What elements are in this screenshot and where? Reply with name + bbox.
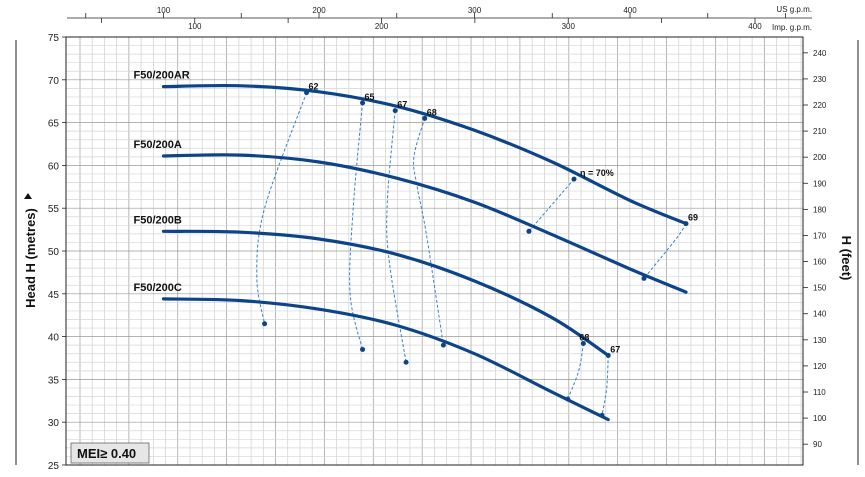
- curve-f50-200b: [161, 229, 610, 357]
- right-tick-label: 90: [813, 440, 822, 449]
- left-tick-label: 75: [48, 33, 60, 44]
- efficiency-contour-1: [349, 102, 363, 350]
- right-tick-label: 200: [813, 153, 827, 162]
- y-axis-title-left: Head H (metres): [23, 208, 38, 308]
- efficiency-label: 62: [309, 82, 319, 92]
- us-gpm-tick-label: 100: [157, 6, 171, 15]
- contour-point: [360, 346, 366, 352]
- right-tick-label: 220: [813, 101, 827, 110]
- curve-f50-200c: [161, 297, 610, 422]
- imp-gpm-tick-label: 200: [375, 22, 389, 31]
- right-tick-label: 160: [813, 258, 827, 267]
- efficiency-label: 68: [579, 332, 589, 342]
- curve-label: F50/200C: [134, 282, 182, 294]
- efficiency-label: 67: [397, 100, 407, 110]
- efficiency-label: η = 70%: [580, 168, 614, 178]
- right-tick-label: 170: [813, 231, 827, 240]
- efficiency-label: 67: [610, 344, 620, 354]
- efficiency-contour-0: [256, 92, 308, 324]
- left-tick-label: 45: [48, 290, 60, 301]
- mei-badge-label: MEI≥ 0.40: [77, 446, 136, 461]
- us-gpm-unit: US g.p.m.: [776, 5, 812, 14]
- left-tick-label: 65: [48, 119, 60, 130]
- imp-gpm-tick-label: 100: [188, 22, 202, 31]
- contour-point: [526, 228, 532, 234]
- imp-gpm-tick-label: 300: [562, 22, 576, 31]
- contour-point: [403, 359, 409, 365]
- arrow-icon: [24, 193, 32, 199]
- left-tick-label: 40: [48, 333, 60, 344]
- us-gpm-tick-label: 200: [312, 6, 326, 15]
- right-tick-label: 110: [813, 388, 826, 397]
- efficiency-label: 68: [427, 107, 437, 117]
- efficiency-contour-2: [386, 110, 407, 363]
- right-tick-label: 190: [813, 179, 827, 188]
- right-tick-label: 240: [813, 49, 827, 58]
- right-tick-label: 140: [813, 310, 827, 319]
- left-tick-label: 35: [48, 375, 60, 386]
- contour-point: [262, 321, 268, 327]
- us-gpm-tick-label: 300: [468, 6, 482, 15]
- head-curves: [161, 83, 688, 422]
- right-tick-label: 230: [813, 75, 827, 84]
- curve-label: F50/200B: [134, 214, 182, 226]
- imp-gpm-tick-label: 400: [748, 22, 762, 31]
- contour-point: [580, 340, 586, 346]
- mei-badge: [70, 442, 150, 464]
- efficiency-contour-6: [567, 343, 584, 400]
- curve-f50-200a: [161, 153, 688, 294]
- left-tick-label: 60: [48, 161, 60, 172]
- us-gpm-tick-label: 400: [623, 6, 637, 15]
- right-tick-label: 150: [813, 284, 827, 293]
- efficiency-contours: [256, 90, 689, 418]
- left-tick-label: 55: [48, 204, 60, 215]
- left-tick-label: 25: [48, 461, 60, 472]
- right-tick-label: 100: [813, 414, 827, 423]
- curve-label: F50/200AR: [134, 70, 190, 82]
- imp-gpm-unit: Imp. g.p.m.: [772, 23, 812, 32]
- right-tick-label: 180: [813, 205, 827, 214]
- right-tick-label: 210: [813, 127, 827, 136]
- contour-point: [571, 176, 577, 182]
- y-axis-title-right: H (feet): [839, 236, 854, 281]
- efficiency-contour-5: [643, 223, 687, 279]
- axes: 100 200 300 400 100 200 300 400 US g.p.m. Imp. g.…: [15, 5, 859, 472]
- left-tick-label: 70: [48, 76, 60, 87]
- left-tick-label: 30: [48, 418, 60, 429]
- curve-label: F50/200A: [134, 139, 182, 151]
- contour-point: [392, 108, 398, 114]
- chart-labels: F50/200AR F50/200A F50/200B F50/200C 62 65 67 6…: [70, 70, 698, 464]
- contour-point: [422, 115, 428, 121]
- efficiency-contour-7: [601, 355, 609, 416]
- contour-point: [641, 275, 647, 281]
- curve-f50-200ar: [161, 83, 688, 226]
- efficiency-label: 65: [365, 92, 375, 102]
- left-tick-label: 50: [48, 247, 60, 258]
- efficiency-label: 69: [688, 213, 698, 223]
- right-tick-label: 130: [813, 336, 827, 345]
- right-tick-label: 120: [813, 362, 827, 371]
- contour-point: [360, 100, 366, 106]
- efficiency-contour-3: [413, 118, 444, 346]
- grid: [66, 36, 803, 466]
- contour-point: [440, 342, 446, 348]
